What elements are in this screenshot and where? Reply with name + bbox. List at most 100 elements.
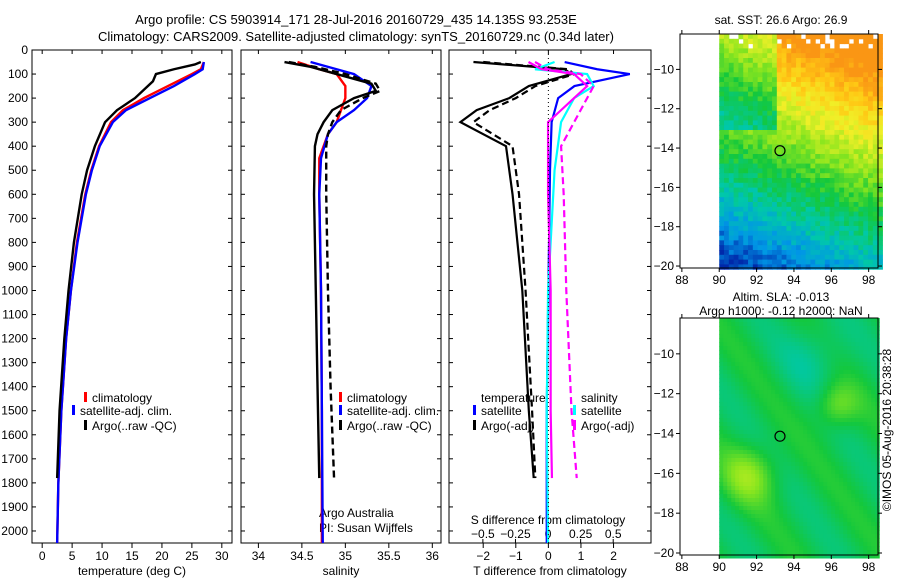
map-cell	[863, 466, 868, 471]
map-cell	[728, 67, 735, 73]
map-cell	[811, 326, 816, 331]
map-cell	[859, 418, 864, 423]
map-cell	[791, 34, 797, 40]
map-cell	[786, 144, 792, 150]
legend-swatch-argo	[339, 420, 342, 430]
map-cell	[875, 506, 880, 511]
map-cell	[767, 458, 772, 463]
map-cell	[847, 538, 852, 543]
map-cell	[779, 326, 784, 331]
map-cell	[772, 34, 778, 40]
map-cell	[847, 410, 852, 415]
map-cell	[747, 362, 752, 367]
map-cell	[799, 514, 804, 519]
map-cell	[805, 101, 811, 107]
map-cell	[834, 250, 840, 256]
map-cell	[843, 422, 848, 427]
map-cell	[724, 254, 730, 261]
map-cell	[811, 470, 816, 475]
map-cell	[795, 490, 800, 495]
map-cell	[831, 534, 836, 539]
map-cell	[859, 382, 864, 387]
map-cell	[733, 216, 739, 222]
map-cell	[834, 86, 840, 93]
map-cell	[815, 394, 820, 399]
map-cell	[859, 386, 864, 391]
map-cell	[759, 530, 764, 535]
map-cell	[796, 96, 802, 102]
map-cell	[719, 322, 724, 327]
map-cell	[815, 221, 821, 227]
map-cell	[781, 110, 787, 117]
map-cell	[759, 430, 764, 435]
map-cell	[831, 354, 836, 359]
map-cell	[719, 62, 725, 69]
map-cell	[839, 134, 845, 141]
map-cell	[820, 182, 826, 189]
map-cell	[807, 486, 812, 491]
map-cell	[767, 48, 773, 54]
map-cell	[811, 386, 816, 391]
map-cell	[776, 53, 783, 59]
map-cell	[733, 91, 739, 97]
map-cell	[738, 254, 744, 261]
map-cell	[843, 326, 848, 331]
map-cell	[719, 546, 724, 551]
map-cell	[851, 490, 856, 495]
map-cell	[831, 338, 836, 343]
map-cell	[799, 506, 804, 511]
map-cell	[743, 402, 748, 407]
map-cell	[815, 402, 820, 407]
map-cell	[853, 101, 859, 107]
map-cell	[839, 550, 844, 555]
map-cell	[739, 334, 744, 339]
map-cell	[877, 125, 883, 131]
map-cell	[834, 34, 840, 40]
map-cell	[735, 394, 740, 399]
map-cell	[834, 230, 840, 237]
map-cell	[867, 430, 872, 435]
map-cell	[739, 442, 744, 447]
map-cell	[843, 434, 848, 439]
map-cell	[868, 67, 874, 73]
map-cell	[847, 378, 852, 383]
map-cell	[877, 158, 883, 165]
map-cell	[811, 486, 816, 491]
map-cell	[848, 120, 855, 126]
y-tick-label: −10	[654, 62, 675, 76]
map-cell	[791, 526, 796, 531]
map-cell	[839, 554, 844, 559]
map-cell	[847, 502, 852, 507]
map-cell	[834, 48, 840, 54]
map-cell	[831, 458, 836, 463]
map-cell	[762, 43, 768, 49]
map-cell	[820, 125, 826, 131]
map-cell	[827, 438, 832, 443]
map-cell	[875, 554, 880, 559]
map-cell	[847, 478, 852, 483]
map-cell	[723, 538, 728, 543]
map-cell	[791, 446, 796, 451]
map-cell	[839, 426, 844, 431]
map-cell	[843, 546, 848, 551]
map-cell	[858, 187, 864, 193]
map-cell	[751, 426, 756, 431]
map-cell	[776, 101, 783, 107]
map-cell	[747, 430, 752, 435]
map-cell	[811, 482, 816, 487]
map-cell	[791, 125, 797, 131]
map-cell	[795, 326, 800, 331]
map-cell	[787, 370, 792, 375]
map-cell	[762, 197, 768, 203]
map-cell	[868, 264, 874, 270]
map-cell	[755, 338, 760, 343]
map-cell	[819, 378, 824, 383]
map-cell	[743, 58, 749, 64]
map-cell	[748, 197, 754, 203]
map-cell	[807, 462, 812, 467]
map-cell	[751, 442, 756, 447]
map-cell	[762, 168, 768, 174]
map-cell	[811, 498, 816, 503]
map-cell	[755, 450, 760, 455]
map-cell	[775, 458, 780, 463]
